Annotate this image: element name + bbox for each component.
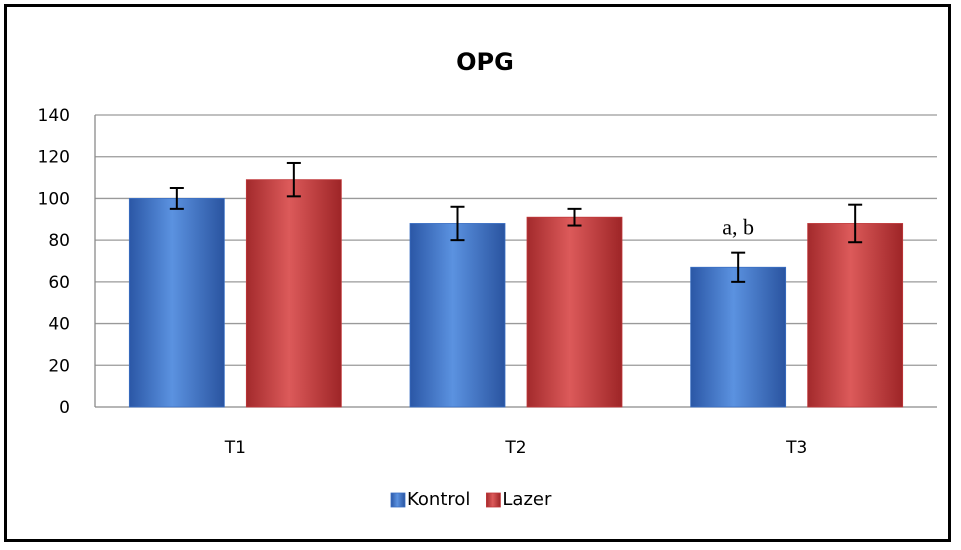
- y-tick-label: 20: [48, 356, 70, 376]
- bar-kontrol-t2: [409, 223, 506, 408]
- x-tick-label: T1: [224, 438, 246, 458]
- significance-annotation: a, b: [722, 215, 754, 240]
- legend-label-kontrol: Kontrol: [407, 489, 470, 510]
- y-tick-label: 40: [48, 315, 70, 335]
- bar-kontrol-t1: [128, 198, 225, 408]
- y-tick-label: 60: [48, 273, 70, 293]
- x-tick-label: T2: [504, 438, 526, 458]
- y-tick-labels: 0 20 40 60 80 100 120 140: [38, 106, 70, 418]
- y-tick-label: 120: [38, 148, 70, 168]
- bars-group: [128, 179, 904, 408]
- y-tick-label: 100: [38, 189, 70, 209]
- bar-lazer-t3: [807, 223, 904, 408]
- legend: Kontrol Lazer: [390, 489, 552, 510]
- bar-lazer-t1: [245, 179, 342, 408]
- x-tick-labels: T1 T2 T3: [224, 438, 808, 458]
- y-tick-label: 80: [48, 231, 70, 251]
- y-tick-label: 140: [38, 106, 70, 126]
- legend-label-lazer: Lazer: [502, 489, 552, 510]
- annotations-group: a, b: [722, 215, 754, 240]
- chart-title: OPG: [456, 48, 514, 76]
- legend-swatch-lazer: [486, 492, 501, 508]
- error-bars-group: [169, 161, 863, 283]
- bar-kontrol-t3: [690, 266, 787, 408]
- bar-lazer-t2: [526, 216, 623, 408]
- grid-lines: [94, 114, 937, 408]
- legend-swatch-kontrol: [390, 492, 406, 508]
- x-tick-label: T3: [785, 438, 807, 458]
- y-tick-label: 0: [59, 398, 70, 418]
